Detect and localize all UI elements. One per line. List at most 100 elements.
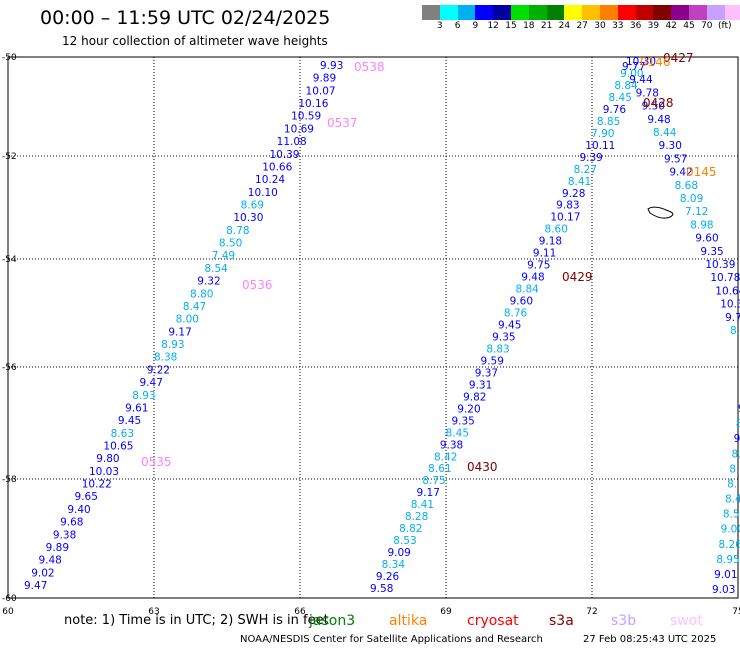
lon-tick-label: 66 [294,607,306,617]
wave-height-label: 8.50 [219,238,242,250]
wave-height-label: 9.60 [695,233,718,245]
wave-height-label: 9.31 [469,379,492,391]
pass-time-label: 0427 [663,51,694,65]
wave-height-label: 9.82 [463,391,486,403]
wave-height-label: 8.26 [719,539,740,551]
wave-height-label: 9.38 [440,439,463,451]
wave-height-label: 10.30 [626,56,656,68]
island-outline [647,206,674,219]
wave-height-label: 9.47 [24,580,47,592]
wave-height-label: 9. [738,403,740,415]
map-frame [7,56,739,599]
wave-height-label: 9.18 [539,236,562,248]
lon-tick-label: 72 [586,607,597,617]
wave-height-label: 9.03 [712,584,735,596]
wave-height-label: 9.61 [125,402,148,414]
wave-height-label: 9.89 [46,542,69,554]
wave-height-label: 9.47 [140,377,163,389]
colorbar-tick-label: 33 [612,21,624,31]
legend-item-s3a: s3a [549,613,574,629]
lat-tick-label: -58 [2,475,17,485]
wave-height-label: 10.16 [298,98,328,110]
wave-height-label: 9.48 [38,555,61,567]
wave-height-label: 9.48 [647,114,670,126]
wave-height-label: 9.11 [533,248,556,260]
wave-height-label: 8.54 [204,263,228,275]
wave-height-label: 10.64 [715,285,740,297]
wave-height-label: 8.80 [190,288,213,300]
wave-height-label: 8.38 [154,352,177,364]
wave-height-label: 9.00 [620,68,643,80]
lat-tick-label: -50 [2,53,17,63]
wave-height-label: 10.30 [233,212,263,224]
wave-height-label: 10.66 [262,161,292,173]
wave-height-label: 9.89 [313,73,336,85]
wave-height-label: 8.78 [226,225,249,237]
wave-height-label: 9.32 [197,276,220,288]
colorbar-tick-label: 18 [523,21,535,31]
wave-height-label: 9.09 [387,547,410,559]
lon-tick-label: 60 [2,607,14,617]
colorbar-tick-label: 27 [576,21,588,31]
wave-height-label: 9.42 [669,167,692,179]
lat-tick-label: -52 [2,152,17,162]
legend-item-altika: altika [389,613,428,629]
lat-tick-label: -60 [2,594,17,604]
footer-credit: NOAA/NESDIS Center for Satellite Applica… [240,634,543,645]
colorbar-swatch [546,5,565,20]
pass-time-label: 0535 [141,455,172,469]
wave-height-label: 10.03 [89,466,119,478]
page-subtitle: 12 hour collection of altimeter wave hei… [62,34,328,48]
wave-height-label: 9.75 [527,260,550,272]
wave-height-label: 7.90 [591,128,614,140]
wave-height-label: 8.47 [183,301,206,313]
wave-height-label: 9.01 [714,569,737,581]
colorbar-swatch [688,5,707,20]
footnote: note: 1) Time is in UTC; 2) SWH is in fe… [64,613,329,628]
wave-height-label: 10.11 [585,140,615,152]
wave-height-label: 9.74 [725,312,740,324]
wave-height-label: 9.57 [664,153,687,165]
wave-height-label: 10.22 [82,479,112,491]
colorbar-unit: (ft) [718,21,732,31]
wave-height-label: 8.09 [680,193,703,205]
colorbar-swatch [510,5,529,20]
wave-height-label: 8.95 [716,554,739,566]
wave-height-label: 8.85 [597,116,620,128]
wave-height-label: 9.22 [147,364,170,376]
colorbar-swatch [635,5,654,20]
wave-height-label: 9.35 [700,246,723,258]
wave-height-label: 8.44 [653,127,677,139]
colorbar-swatch [599,5,618,20]
wave-height-label: 8.83 [486,343,509,355]
wave-height-label: 8.60 [545,224,568,236]
wave-height-label: 9.02 [31,567,54,579]
colorbar-tick-label: 39 [647,21,660,31]
wave-height-label: 9.77 [622,61,645,73]
wave-height-label: 9.58 [370,583,393,595]
pass-time-label: 0538 [354,60,385,74]
wave-height-label: 10.78 [710,272,740,284]
lon-tick-label: 75 [732,607,740,617]
wave-height-label: 8.41 [568,176,591,188]
colorbar-tick-label: 30 [594,21,606,31]
wave-height-label: 9.60 [510,296,533,308]
colorbar-tick-label: 24 [558,21,571,31]
colorbar-tick-label: 15 [505,21,517,31]
colorbar-tick-label: 42 [665,21,677,31]
wave-height-label: 8.76 [504,308,528,320]
colorbar-swatch [457,5,476,20]
wave-height-label: 9.20 [457,403,480,415]
wave-height-label: 10.31 [720,299,740,311]
wave-height-label: 8.59 [723,509,740,521]
colorbar-swatch [617,5,636,20]
wave-height-label: 9.68 [60,517,83,529]
pass-time-label: 0429 [562,270,593,284]
wave-height-label: 8.45 [609,92,632,104]
wave-height-label: 7.49 [212,250,235,262]
lat-tick-label: -56 [2,363,17,373]
wave-height-label: 8.68 [675,180,698,192]
pass-time-label: 0146 [640,55,671,69]
wave-height-label: 8.28 [405,511,428,523]
